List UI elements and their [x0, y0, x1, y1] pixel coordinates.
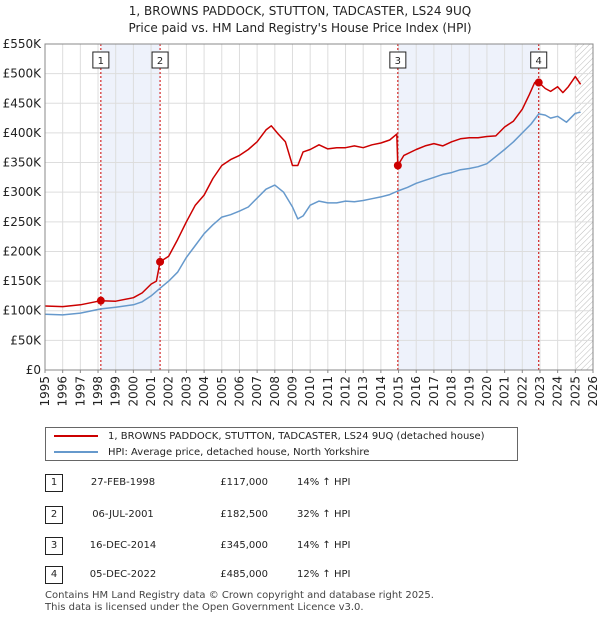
x-tick-label: 2015: [392, 376, 406, 407]
y-tick-label: £200K: [3, 244, 43, 258]
transaction-price: £345,000: [220, 540, 268, 551]
x-tick-label: 2007: [250, 376, 264, 407]
transaction-price: £182,500: [220, 509, 268, 520]
x-tick-label: 2022: [515, 376, 529, 407]
transaction-label: 3: [395, 56, 401, 67]
transaction-number-badge: 4: [45, 566, 63, 584]
shaded-range: [397, 44, 539, 370]
x-tick-label: 2011: [321, 376, 335, 407]
transaction-label-box: [530, 51, 548, 69]
x-tick-label: 2019: [462, 376, 476, 407]
x-tick-label: 2023: [533, 376, 547, 407]
forecast-hatch: [575, 44, 593, 370]
y-tick-label: £300K: [3, 185, 43, 199]
transaction-date: 16-DEC-2014: [89, 540, 157, 551]
transaction-label-box: [92, 51, 110, 69]
x-tick-label: 2018: [445, 376, 459, 407]
sale-marker: [393, 161, 402, 170]
x-tick-label: 2004: [197, 376, 211, 407]
x-tick-label: 2009: [285, 376, 299, 407]
transaction-row: 1 27-FEB-1998 £117,000 14% ↑ HPI: [45, 474, 545, 492]
x-tick-label: 2008: [268, 376, 282, 407]
transaction-number-badge: 1: [45, 474, 63, 492]
legend: 1, BROWNS PADDOCK, STUTTON, TADCASTER, L…: [45, 427, 518, 461]
y-tick-label: £500K: [3, 67, 43, 81]
hpi-line: [45, 111, 581, 316]
transaction-hpi-change: 14% ↑ HPI: [297, 540, 351, 551]
x-tick-label: 1997: [73, 376, 87, 407]
legend-hpi-label: HPI: Average price, detached house, Nort…: [108, 447, 370, 458]
transaction-label: 1: [98, 56, 104, 67]
property-price-line: [45, 75, 582, 308]
price-chart: 1 2 3 4 £0 £50K £100K £150K £200K £250K £300K £350…: [3, 37, 600, 407]
y-tick-label: £150K: [3, 274, 43, 288]
x-tick-label: 2001: [144, 376, 158, 407]
x-tick-label: 2025: [568, 376, 582, 407]
x-tick-label: 2003: [179, 376, 193, 407]
y-tick-label: £0: [26, 363, 41, 377]
sale-marker: [156, 257, 165, 266]
x-tick-label: 2010: [303, 376, 317, 407]
footer-licence: This data is licensed under the Open Gov…: [45, 602, 364, 613]
transaction-label-box: [389, 51, 407, 69]
transaction-row: 2 06-JUL-2001 £182,500 32% ↑ HPI: [45, 506, 545, 524]
transaction-row: 3 16-DEC-2014 £345,000 14% ↑ HPI: [45, 537, 545, 555]
x-tick-label: 2024: [551, 376, 565, 407]
y-tick-label: £250K: [3, 215, 43, 229]
title-line-2: Price paid vs. HM Land Registry's House …: [128, 21, 472, 35]
legend-property: 1, BROWNS PADDOCK, STUTTON, TADCASTER, L…: [54, 429, 485, 445]
x-tick-label: 2021: [498, 376, 512, 407]
x-tick-label: 2026: [586, 376, 600, 407]
y-tick-label: £50K: [10, 333, 42, 347]
plot-frame: [44, 43, 594, 371]
y-tick-label: £450K: [3, 96, 43, 110]
x-tick-label: 1996: [56, 376, 70, 407]
x-tick-label: 1995: [38, 376, 52, 407]
x-tick-label: 2012: [339, 376, 353, 407]
transaction-number-badge: 3: [45, 537, 63, 555]
x-tick-label: 2014: [374, 376, 388, 407]
transaction-price: £485,000: [220, 569, 268, 580]
sale-marker: [534, 78, 543, 87]
chart-title: 1, BROWNS PADDOCK, STUTTON, TADCASTER, L…: [0, 3, 600, 37]
transaction-date: 05-DEC-2022: [89, 569, 157, 580]
x-tick-label: 2020: [480, 376, 494, 407]
x-tick-label: 2006: [232, 376, 246, 407]
x-tick-label: 1998: [91, 376, 105, 407]
legend-property-label: 1, BROWNS PADDOCK, STUTTON, TADCASTER, L…: [108, 431, 485, 442]
transaction-date: 27-FEB-1998: [90, 477, 156, 488]
legend-hpi-swatch: [54, 451, 98, 453]
x-tick-label: 2002: [162, 376, 176, 407]
transaction-label-box: [151, 51, 169, 69]
transaction-hpi-change: 12% ↑ HPI: [297, 569, 351, 580]
legend-property-swatch: [54, 435, 98, 437]
transaction-number-badge: 2: [45, 506, 63, 524]
transaction-date: 06-JUL-2001: [92, 509, 154, 520]
transaction-hpi-change: 14% ↑ HPI: [297, 477, 351, 488]
transaction-price: £117,000: [220, 477, 268, 488]
y-tick-label: £400K: [3, 126, 43, 140]
transaction-label: 4: [536, 56, 542, 67]
transaction-label: 2: [157, 56, 163, 67]
y-tick-label: £100K: [3, 304, 43, 318]
shaded-range: [100, 44, 161, 370]
transaction-hpi-change: 32% ↑ HPI: [297, 509, 351, 520]
y-tick-label: £350K: [3, 156, 43, 170]
title-line-1: 1, BROWNS PADDOCK, STUTTON, TADCASTER, L…: [128, 4, 472, 18]
legend-hpi: HPI: Average price, detached house, Nort…: [54, 445, 369, 461]
x-tick-label: 2000: [126, 376, 140, 407]
x-tick-label: 2016: [409, 376, 423, 407]
transaction-row: 4 05-DEC-2022 £485,000 12% ↑ HPI: [45, 566, 545, 584]
y-tick-label: £550K: [3, 37, 43, 51]
footer: Contains HM Land Registry data © Crown c…: [45, 590, 434, 614]
x-tick-label: 1999: [109, 376, 123, 407]
x-tick-label: 2013: [356, 376, 370, 407]
x-tick-label: 2017: [427, 376, 441, 407]
footer-copyright: Contains HM Land Registry data © Crown c…: [45, 590, 434, 601]
sale-marker: [96, 296, 105, 305]
x-tick-label: 2005: [215, 376, 229, 407]
